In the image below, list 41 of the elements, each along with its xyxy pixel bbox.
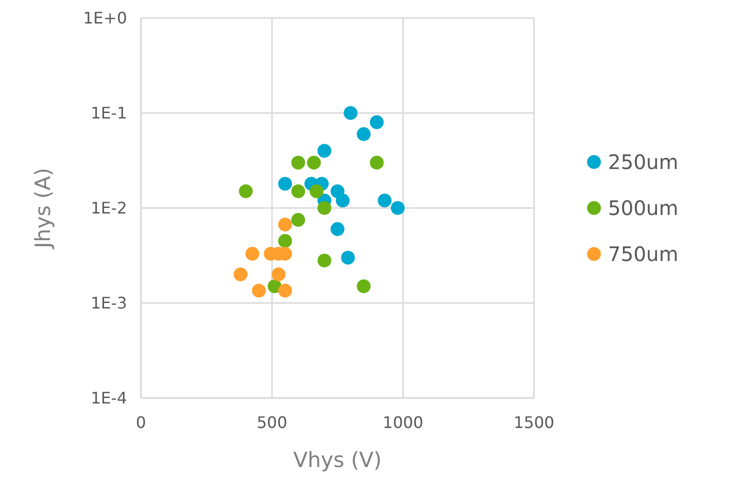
x-tick-label: 1500 <box>514 413 554 432</box>
point <box>356 279 371 294</box>
point <box>370 156 384 170</box>
point <box>272 268 286 282</box>
y-tick-label: 1E-1 <box>90 104 127 123</box>
point <box>336 194 350 208</box>
point <box>252 284 266 298</box>
point <box>317 254 332 268</box>
x-tick-label: 1000 <box>382 413 424 432</box>
point <box>341 250 355 265</box>
point <box>278 234 292 248</box>
point <box>378 194 392 208</box>
point <box>390 201 405 215</box>
legend-label: 250um <box>608 150 678 174</box>
point <box>234 268 248 282</box>
point <box>310 184 324 198</box>
point <box>317 201 332 215</box>
point <box>370 115 384 130</box>
point <box>245 246 260 261</box>
point <box>291 156 306 170</box>
x-tick-label: 500 <box>256 413 288 432</box>
y-tick-label: 1E-4 <box>90 388 127 408</box>
point <box>278 284 292 298</box>
x-axis-title: Vhys (V) <box>293 448 382 472</box>
point <box>330 222 344 236</box>
point <box>278 176 292 191</box>
point <box>307 156 321 170</box>
point <box>278 218 292 232</box>
x-tick-label: 0 <box>136 413 146 432</box>
y-axis-title: Jhys (A) <box>31 168 55 250</box>
legend-label: 500um <box>608 196 678 220</box>
y-tick-label: 1E+0 <box>83 8 127 28</box>
y-tick-label: 1E-3 <box>90 294 127 313</box>
y-tick-label: 1E-2 <box>90 198 127 218</box>
point <box>238 184 253 198</box>
legend-label: 750um <box>608 242 678 266</box>
point <box>356 127 371 141</box>
point <box>317 144 332 158</box>
point <box>291 212 306 227</box>
point <box>344 106 358 120</box>
point <box>291 184 306 198</box>
